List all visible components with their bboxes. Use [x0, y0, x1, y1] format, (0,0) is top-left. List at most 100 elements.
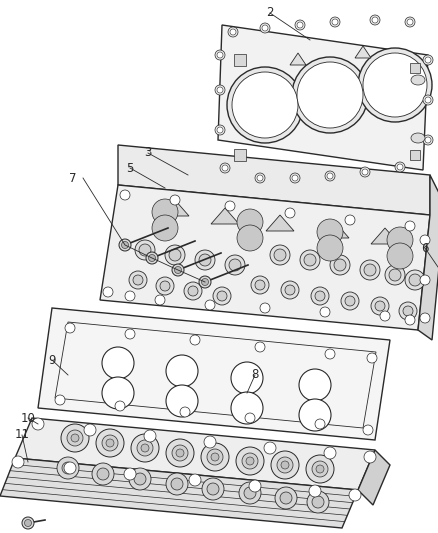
Circle shape: [102, 347, 134, 379]
Circle shape: [375, 301, 385, 311]
Circle shape: [201, 443, 229, 471]
Circle shape: [215, 85, 225, 95]
Circle shape: [102, 377, 134, 409]
Text: 3: 3: [144, 147, 152, 159]
Circle shape: [62, 462, 74, 474]
Circle shape: [315, 419, 325, 429]
Polygon shape: [358, 450, 390, 505]
Text: 8: 8: [251, 368, 259, 382]
Circle shape: [387, 243, 413, 269]
Polygon shape: [410, 63, 420, 73]
Circle shape: [64, 462, 76, 474]
Circle shape: [195, 250, 215, 270]
Circle shape: [199, 276, 211, 288]
Circle shape: [137, 440, 153, 456]
Circle shape: [311, 287, 329, 305]
Text: 10: 10: [21, 411, 35, 424]
Circle shape: [190, 335, 200, 345]
Circle shape: [285, 208, 295, 218]
Polygon shape: [211, 208, 239, 224]
Circle shape: [133, 275, 143, 285]
Circle shape: [115, 401, 125, 411]
Circle shape: [120, 190, 130, 200]
Circle shape: [32, 418, 44, 430]
Circle shape: [425, 97, 431, 103]
Polygon shape: [321, 222, 349, 238]
Circle shape: [367, 353, 377, 363]
Circle shape: [285, 285, 295, 295]
Circle shape: [119, 239, 131, 251]
Circle shape: [96, 429, 124, 457]
Circle shape: [292, 175, 298, 181]
Circle shape: [280, 492, 292, 504]
Circle shape: [222, 165, 228, 171]
Circle shape: [312, 461, 328, 477]
Circle shape: [317, 235, 343, 261]
Circle shape: [380, 311, 390, 321]
Circle shape: [204, 436, 216, 448]
Circle shape: [249, 480, 261, 492]
Circle shape: [364, 264, 376, 276]
Circle shape: [165, 245, 185, 265]
Circle shape: [245, 413, 255, 423]
Ellipse shape: [411, 75, 425, 85]
Polygon shape: [290, 53, 306, 65]
Circle shape: [213, 287, 231, 305]
Circle shape: [325, 349, 335, 359]
Polygon shape: [161, 200, 189, 216]
Circle shape: [260, 303, 270, 313]
Circle shape: [297, 22, 303, 28]
Circle shape: [315, 291, 325, 301]
Circle shape: [260, 23, 270, 33]
Circle shape: [188, 286, 198, 296]
Circle shape: [299, 369, 331, 401]
Circle shape: [97, 468, 109, 480]
Polygon shape: [234, 54, 246, 66]
Circle shape: [166, 439, 194, 467]
Circle shape: [124, 468, 136, 480]
Circle shape: [22, 517, 34, 529]
Circle shape: [103, 287, 113, 297]
Circle shape: [341, 292, 359, 310]
Circle shape: [309, 485, 321, 497]
Circle shape: [358, 48, 432, 122]
Circle shape: [255, 173, 265, 183]
Circle shape: [389, 269, 401, 281]
Circle shape: [61, 424, 89, 452]
Circle shape: [290, 173, 300, 183]
Circle shape: [217, 291, 227, 301]
Circle shape: [420, 313, 430, 323]
Circle shape: [255, 280, 265, 290]
Circle shape: [409, 274, 421, 286]
Polygon shape: [410, 150, 420, 160]
Circle shape: [363, 53, 427, 117]
Circle shape: [363, 425, 373, 435]
Circle shape: [395, 162, 405, 172]
Circle shape: [65, 323, 75, 333]
Circle shape: [275, 487, 297, 509]
Circle shape: [405, 17, 415, 27]
Polygon shape: [15, 418, 375, 490]
Circle shape: [385, 265, 405, 285]
Circle shape: [242, 453, 258, 469]
Circle shape: [281, 281, 299, 299]
Circle shape: [246, 457, 254, 465]
Circle shape: [360, 260, 380, 280]
Circle shape: [152, 199, 178, 225]
Circle shape: [403, 306, 413, 316]
Text: 2: 2: [266, 6, 274, 20]
Circle shape: [295, 20, 305, 30]
Circle shape: [423, 55, 433, 65]
Circle shape: [229, 259, 241, 271]
Circle shape: [271, 451, 299, 479]
Circle shape: [176, 449, 184, 457]
Polygon shape: [38, 308, 390, 440]
Polygon shape: [234, 149, 246, 161]
Circle shape: [237, 225, 263, 251]
Circle shape: [102, 435, 118, 451]
Text: 5: 5: [126, 161, 134, 174]
Circle shape: [217, 127, 223, 133]
Circle shape: [349, 489, 361, 501]
Circle shape: [125, 329, 135, 339]
Circle shape: [152, 215, 178, 241]
